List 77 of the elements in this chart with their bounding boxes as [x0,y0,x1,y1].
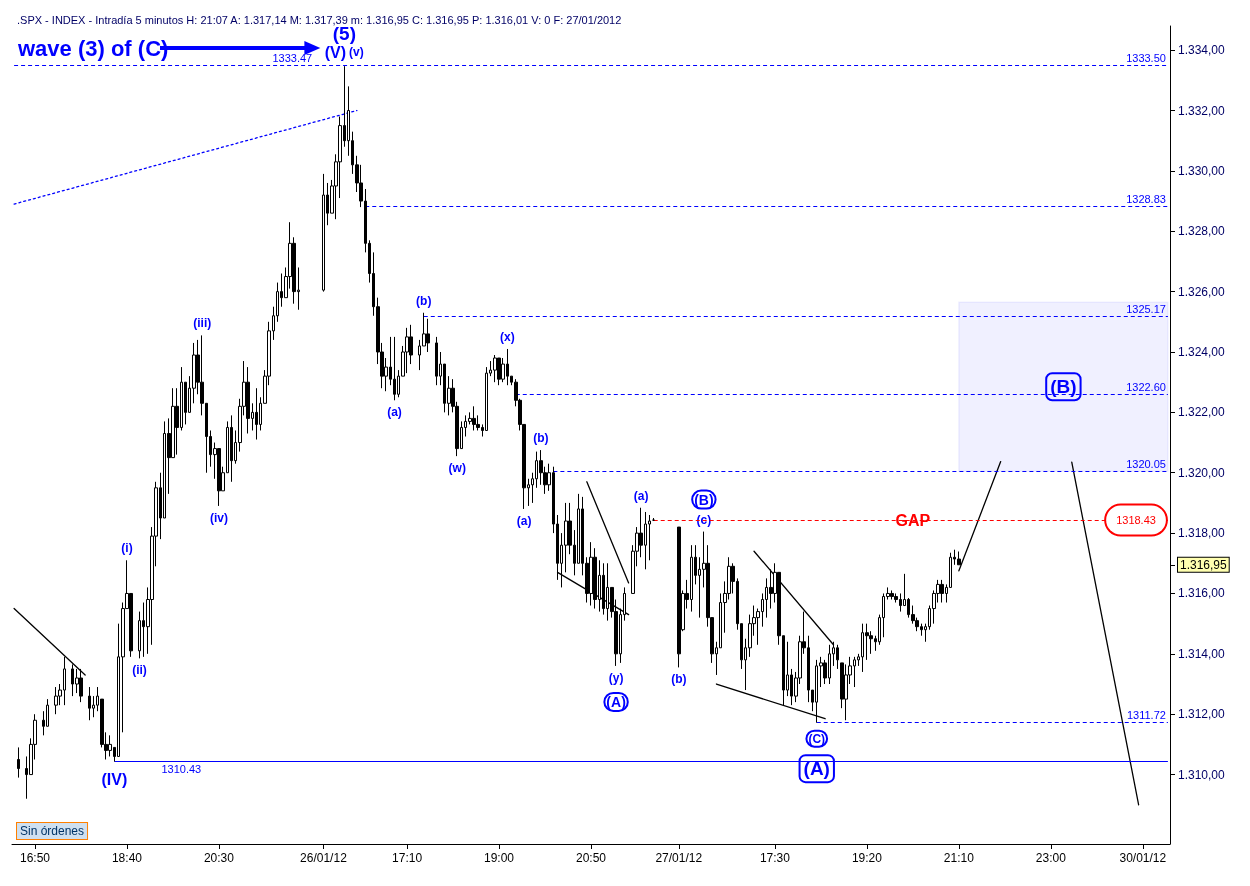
annotation: (a) [516,513,532,528]
band-label: (B) [1050,376,1077,398]
annotation: (A) [606,693,626,710]
y-tick-label: 1.334,00 [1178,43,1226,58]
y-tick-label: 1.332,00 [1178,103,1226,118]
candlestick [589,541,593,607]
candlestick [88,686,91,721]
candlestick [17,746,20,779]
candlestick [322,173,325,293]
annotation: (A) [803,758,830,780]
y-tick-label: 1.312,00 [1178,707,1226,722]
y-tick-label: 1.310,00 [1178,767,1226,782]
annotation: (b) [533,431,549,446]
candlestick [54,686,58,715]
ref-line-label: 1310.43 [161,763,202,776]
y-tick-label: 1.316,95 [1180,557,1228,572]
ref-line-label: 1320.05 [1126,457,1166,470]
annotation: (w) [448,461,466,476]
x-tick-label: 20:30 [203,851,235,865]
y-tick-label: 1.324,00 [1178,344,1226,359]
candlestick [393,336,396,401]
candlestick [940,579,944,604]
annotation: GAP [895,511,931,529]
annotation: (V) [324,43,347,61]
ref-line-label: 1325.17 [1126,303,1166,316]
annotation: (i) [121,541,133,556]
annotation: (b) [416,293,432,308]
candlestick [255,387,258,441]
annotation: (iv) [209,510,228,525]
x-tick-label: 30/01/12 [1119,851,1167,865]
annotation: (B) [694,491,714,508]
candlestick [836,644,839,670]
y-tick-label: 1.322,00 [1178,405,1226,420]
ref-line-label: 1322.60 [1126,380,1166,393]
candlestick [497,357,501,386]
x-tick-label: 17:30 [759,851,791,865]
candlestick [890,589,894,601]
x-tick-label: 23:00 [1035,851,1067,865]
y-tick-label: 1.328,00 [1178,224,1226,239]
y-tick-label: 1.326,00 [1178,284,1226,299]
annotation: (y) [608,670,624,685]
ref-line-label: 1328.83 [1126,192,1166,205]
ref-line-label: 1318.43 [1116,514,1156,527]
annotation: (a) [633,488,649,503]
x-tick-label: 16:50 [19,851,51,865]
ref-line-label: 1333.50 [1126,51,1166,64]
x-tick-label: 19:00 [484,851,515,865]
x-tick-label: 19:20 [851,851,883,865]
y-tick-label: 1.320,00 [1178,465,1226,480]
chart-title: .SPX - INDEX - Intradía 5 minutos H: 21:07 A: 1.317,14 M: 1.317,39 m: 1.316,95 C: 1.316,95 P: 1.316,01 V: 0 F: 27/01/2012 [17,13,622,26]
candlestick [435,336,438,386]
annotation: (a) [387,405,402,420]
y-tick-label: 1.318,00 [1178,526,1226,541]
annotation: 1333.47 [272,52,313,65]
x-tick-label: 27/01/12 [655,851,703,865]
annotation: (x) [500,329,515,344]
y-tick-label: 1.316,00 [1178,586,1226,601]
annotation: (b) [671,672,687,687]
annotation: (IV) [101,771,128,789]
annotation: (v) [349,45,364,60]
x-tick-label: 18:40 [111,851,143,865]
y-tick-label: 1.314,00 [1178,646,1226,661]
x-tick-label: 17:10 [392,851,423,865]
annotation: (C) [808,731,826,746]
candlestick [230,414,233,483]
x-tick-label: 21:10 [943,851,975,865]
x-tick-label: 20:50 [575,851,607,865]
annotation: Sin órdenes [20,824,85,838]
y-tick-label: 1.330,00 [1178,163,1226,178]
annotation: (ii) [132,663,147,678]
candlestick [472,405,476,431]
candlestick [493,354,497,383]
ref-line-label: 1311.72 [1126,709,1166,722]
x-tick-label: 26/01/12 [300,851,348,865]
candlestick [677,526,681,668]
annotation: (iii) [193,316,212,331]
candlestick [405,327,409,374]
